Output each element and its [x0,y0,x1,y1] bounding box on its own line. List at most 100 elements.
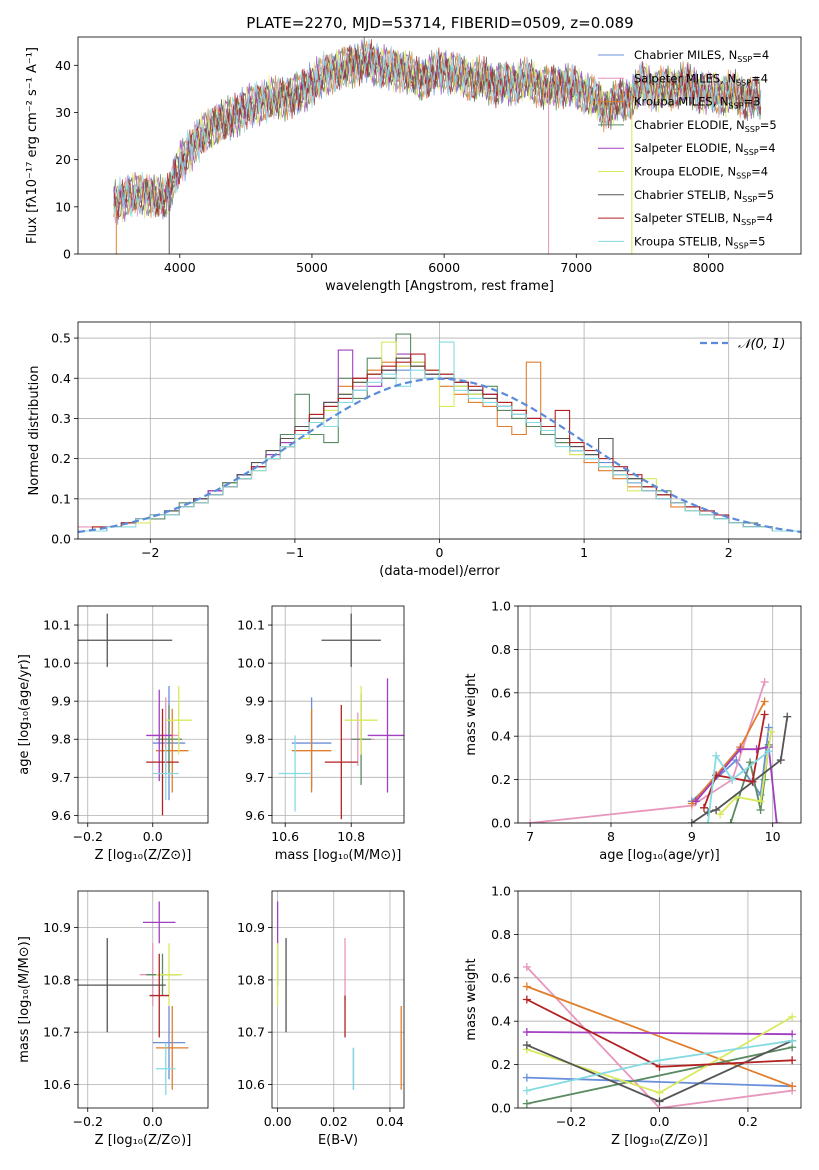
hist-panel: −2 −1 0 1 2 0.0 0.1 0.2 0.3 0.4 0.5 (data-model)/er… [27,321,802,579]
weight-vs-z-ytick-label: 0.2 [491,1057,511,1072]
spectrum-xtick-label: 7000 [560,260,592,275]
weight-vs-age-marker [687,819,696,823]
age-vs-mass-xlabel: mass [log₁₀(M/M⊙)] [275,848,402,863]
hist-ytick-label: 0.5 [51,331,71,346]
age-vs-mass-ytick-label: 9.7 [245,770,265,785]
weight-vs-age-ytick-label: 0.4 [491,729,511,744]
age-vs-mass-frame [271,605,405,824]
legend-label-tail: =3 [744,95,761,109]
weight-vs-age-ytick-label: 0.2 [491,772,511,787]
age-vs-mass-xtick-label: 10.6 [271,829,299,844]
spectrum-xlabel: wavelength [Angstrom, rest frame] [325,279,554,294]
weight-vs-age-ytick-label: 0.8 [491,642,511,657]
legend-label-subscript: SSP [744,148,759,157]
mass-vs-z-xlabel: Z [log₁₀(Z/Z⊙)] [95,1133,192,1148]
hist-xtick-label: 0 [436,545,444,560]
weight-vs-age-xtick-label: 9 [688,829,696,844]
weight-vs-age-ytick-label: 0.6 [491,685,511,700]
spectrum-ytick-label: 30 [55,105,71,120]
weight-vs-age-marker [526,819,535,823]
weight-vs-z-marker [655,1056,664,1065]
weight-vs-z-marker [655,1097,664,1106]
weight-vs-z-marker [522,995,531,1004]
mass-vs-ebv-frame [271,890,405,1109]
mass-vs-ebv-ytick-label: 10.9 [237,920,265,935]
legend-label-main: Chabrier MILES, N [634,48,737,62]
weight-vs-age-marker [772,819,781,823]
legend-label-main: Kroupa MILES, N [634,95,729,109]
hist-legend-label: 𝒩(0, 1) [738,337,785,352]
mass-vs-z-ylabel: mass [log₁₀(M/M⊙)] [17,936,32,1063]
weight-vs-z-ytick-label: 1.0 [491,884,511,899]
weight-vs-age-marker [716,810,725,819]
mass-vs-z-xtick-label: 0.0 [143,1114,163,1129]
weight-vs-age-plot-area [526,677,792,823]
age-vs-mass-ytick-label: 9.6 [245,808,265,823]
mass-vs-z-ytick-label: 10.8 [43,972,71,987]
legend-label-subscript: SSP [745,125,760,134]
spectrum-legend-label: Salpeter MILES, NSSP=4 [634,71,768,87]
spectrum-legend-label: Chabrier STELIB, NSSP=5 [634,188,774,204]
hist-xtick-label: 2 [725,545,733,560]
weight-vs-age-xtick-label: 8 [607,829,615,844]
spectrum-legend-label: Kroupa STELIB, NSSP=5 [634,234,765,250]
age-vs-z-ylabel: age [log₁₀(age/yr)] [17,654,32,775]
weight-vs-age-marker [748,777,757,786]
age-vs-mass-ytick-label: 10.1 [237,618,265,633]
weight-vs-age-marker [756,805,765,814]
weight-vs-age-marker [736,745,745,754]
mass-vs-ebv-ytick-label: 10.6 [237,1077,265,1092]
age-vs-z-panel: −0.2 0.0 9.6 9.7 9.8 9.9 10.0 10.1 Z [log₁₀(Z/Z⊙… [17,605,209,863]
weight-vs-age-marker [728,775,737,784]
mass-vs-z-frame [77,890,209,1109]
weight-vs-z-marker [788,1082,797,1091]
hist-xtick-label: −1 [286,545,304,560]
age-vs-mass-ytick-label: 9.8 [245,732,265,747]
age-vs-mass-panel: 10.6 10.8 9.6 9.7 9.8 9.9 10.0 10.1 mass [log₁₀(… [237,605,405,863]
mass-vs-z-ytick-label: 10.6 [43,1077,71,1092]
hist-frame [77,321,802,540]
age-vs-z-xtick-label: −0.2 [73,829,103,844]
legend-label-subscript: SSP [737,55,752,64]
spectrum-series-line [113,38,762,219]
mass-vs-ebv-xtick-label: 0.04 [376,1114,404,1129]
legend-label-main: Salpeter MILES, N [634,71,736,85]
weight-vs-age-ytick-label: 0.0 [491,816,511,831]
weight-vs-z-plot-area [522,962,797,1108]
hist-xtick-label: −2 [141,545,159,560]
age-vs-z-plot-area [78,613,192,816]
weight-vs-z-marker [522,1028,531,1037]
mass-vs-ebv-xlabel: E(B-V) [318,1133,358,1148]
age-vs-z-ytick-label: 9.8 [51,732,71,747]
legend-label-subscript: SSP [736,172,751,181]
legend-label-main: Salpeter STELIB, N [634,211,741,225]
gaussian-reference-curve [78,377,801,534]
age-vs-z-ytick-label: 9.9 [51,694,71,709]
legend-label-main: Chabrier ELODIE, N [634,118,745,132]
spectrum-xtick-label: 4000 [164,260,196,275]
weight-vs-z-marker [788,1012,797,1021]
hist-plot-area [78,333,801,534]
hist-ytick-label: 0.4 [51,371,71,386]
mass-vs-ebv-xtick-label: 0.00 [264,1114,292,1129]
weight-vs-z-series-line [526,985,793,1088]
mass-vs-z-plot-area [78,901,189,1095]
weight-vs-z-marker [522,962,531,971]
weight-vs-z-ytick-label: 0.6 [491,970,511,985]
spectrum-legend-label: Chabrier ELODIE, NSSP=5 [634,118,777,134]
mass-vs-z-panel: −0.2 0.0 10.6 10.7 10.8 10.9 Z [log₁₀(Z/Z⊙)] ma… [17,890,209,1148]
spectrum-xtick-label: 6000 [428,260,460,275]
hist-ytick-label: 0.3 [51,411,71,426]
weight-vs-z-ytick-label: 0.8 [491,927,511,942]
spectrum-ytick-label: 20 [55,152,71,167]
weight-vs-age-series-line [719,731,772,815]
spectrum-legend-label: Kroupa MILES, NSSP=3 [634,95,760,111]
hist-xlabel: (data-model)/error [379,564,500,579]
weight-vs-z-series-line [526,1031,793,1036]
weight-vs-age-marker [760,677,769,686]
mass-vs-ebv-xtick-label: 0.02 [320,1114,348,1129]
weight-vs-age-panel: 7 8 9 10 0.0 0.2 0.4 0.6 0.8 1.0 age [log₁₀(age/yr… [464,599,802,863]
weight-vs-age-series-line [530,681,766,823]
legend-label-tail: =4 [759,141,776,155]
